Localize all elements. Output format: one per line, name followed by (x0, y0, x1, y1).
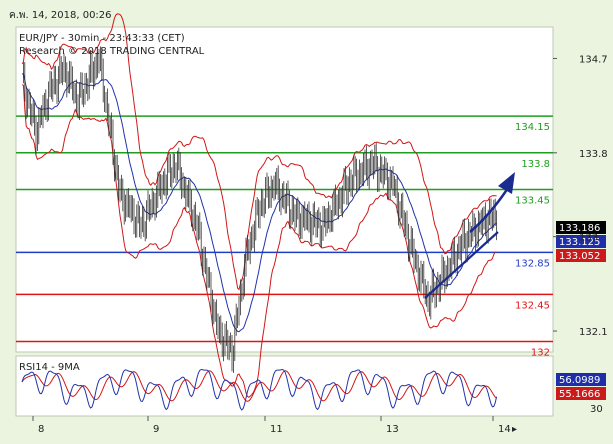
rsi-badge-bg-0 (556, 373, 606, 386)
level-label-4: 132.45 (515, 300, 550, 311)
header-datetime: ค.พ. 14, 2018, 00:26 (9, 10, 112, 21)
x-tick-2: 11 (270, 424, 283, 435)
rsi-tick-0: 30 (590, 404, 603, 415)
y-axis-ticks: 134.7 133.8 133 132.1 30 (553, 54, 608, 415)
x-tick-4: 14 (498, 424, 511, 435)
support-resistance-levels: 134.15 133.8 133.45 132.85 132.45 132 (16, 115, 553, 359)
instrument-label: EUR/JPY - 30min - 23:43:33 (CET) (19, 33, 185, 44)
scroll-right-icon: ▸ (512, 424, 517, 435)
source-label: Research © 2018 TRADING CENTRAL (19, 46, 205, 57)
x-axis-ticks: 8 9 11 13 14 ▸ (32, 416, 517, 435)
rsi-badge-bg-1 (556, 387, 606, 400)
rsi-badge-0: 56.0989 (559, 375, 600, 386)
uptrend-line (424, 231, 499, 299)
moving-average (21, 72, 497, 333)
bollinger-bands (21, 13, 497, 398)
rsi-line (21, 368, 498, 411)
y-tick-0: 134.7 (579, 54, 608, 65)
trend-annotation (424, 172, 515, 299)
rsi-ma-line (21, 370, 497, 402)
y-tick-2: 133 (579, 233, 598, 244)
price-badges: 133.186 133.125 133.052 56.0989 55.1666 (556, 221, 606, 400)
price-badge-2: 133.052 (559, 251, 600, 262)
rsi-badge-1: 55.1666 (559, 389, 600, 400)
level-label-3: 132.85 (515, 258, 550, 269)
y-tick-3: 132.1 (579, 327, 608, 338)
level-label-1: 133.8 (521, 159, 550, 170)
y-tick-1: 133.8 (579, 149, 608, 160)
x-tick-0: 8 (38, 424, 44, 435)
bollinger-upper (21, 13, 497, 291)
price-badge-1: 133.125 (559, 237, 600, 248)
level-label-5: 132 (531, 348, 550, 359)
price-badge-bg-0 (556, 221, 606, 234)
rsi-lines (21, 368, 498, 411)
price-badge-bg-2 (556, 249, 606, 262)
rsi-title: RSI14 - 9MA (19, 362, 80, 373)
bollinger-lower (21, 84, 497, 398)
rsi-plot-area (15, 355, 554, 417)
level-label-2: 133.45 (515, 196, 550, 207)
forecast-arrow (469, 187, 510, 233)
price-candles (22, 46, 498, 373)
price-badge-0: 133.186 (559, 223, 600, 234)
x-tick-3: 13 (386, 424, 399, 435)
price-badge-bg-1 (556, 235, 606, 248)
x-tick-1: 9 (153, 424, 159, 435)
forecast-arrowhead (498, 172, 515, 194)
level-label-0: 134.15 (515, 122, 550, 133)
